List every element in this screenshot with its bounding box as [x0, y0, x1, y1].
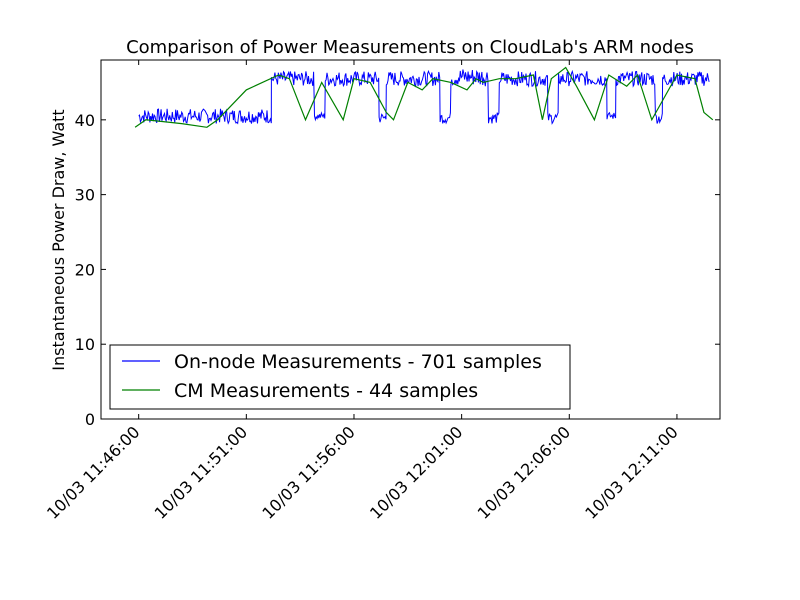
legend-label-on-node: On-node Measurements - 701 samples — [174, 351, 542, 373]
legend-box — [109, 344, 571, 410]
chart-title: Comparison of Power Measurements on Clou… — [126, 37, 694, 58]
series-layer — [134, 66, 714, 128]
y-axis-ticks: 0 10 20 30 40 — [75, 111, 720, 429]
series-line-on-node — [138, 69, 710, 125]
axes-frame — [100, 59, 721, 420]
legend-label-cm: CM Measurements - 44 samples — [174, 380, 478, 402]
legend: On-node Measurements - 701 samples CM Me… — [109, 344, 571, 410]
series-line-cm — [134, 66, 714, 128]
y-tick-label: 40 — [75, 111, 95, 130]
y-tick-label: 0 — [85, 410, 95, 429]
y-tick-label: 30 — [75, 186, 95, 205]
y-tick-label: 10 — [75, 335, 95, 354]
y-axis-label: Instantaneous Power Draw, Watt — [49, 109, 68, 370]
y-tick-label: 20 — [75, 260, 95, 279]
